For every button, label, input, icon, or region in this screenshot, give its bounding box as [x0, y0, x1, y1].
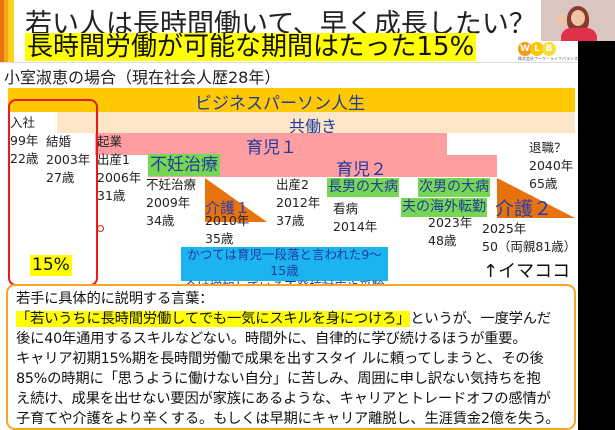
logo-letter-w: W: [518, 42, 532, 56]
business-life-bar: ビジネスパーソン人生: [8, 88, 575, 114]
event-2023: 2023年 48歳: [428, 215, 473, 248]
slide-subtitle-highlight: 長時間労働が可能な期間はたった15%: [25, 32, 477, 62]
husband-transfer-label: 夫の海外転勤: [401, 198, 487, 217]
eldest-son-illness-label: 長男の大病: [327, 178, 399, 197]
logo-letter-l: L: [530, 42, 544, 56]
event-care-2010: 2010年 35歳: [205, 213, 250, 246]
note-line-3: キャリア初期15%期を長時間労働で成果を出すスタイ ルに頼ってしまうと、その後: [16, 351, 544, 367]
accent-stripe-amber: [4, 0, 8, 62]
fertility-treatment-label: 不妊治療: [148, 154, 220, 176]
note-heading: 若手に具体的に説明する言葉：: [16, 291, 214, 307]
explanation-note: 若手に具体的に説明する言葉： 「若いうちに長時間労働してでも一気にスキルを身につ…: [6, 284, 576, 430]
care2-label: 介護２: [495, 198, 553, 220]
accent-stripe-orange: [0, 0, 4, 62]
event-birth1: 出産1 2006年 31歳: [97, 152, 142, 203]
event-join: 入社 99年 22歳: [10, 115, 39, 166]
logo-caption: 株式会社ワーク・ライフバランス: [518, 56, 578, 61]
note-line-1: 「若いうちに長時間労働してでも一気にスキルを身につけろ」というが、一度学んだ: [8, 309, 574, 329]
presentation-slide: 若い人は長時間働いて、早く成長したい？ 長時間労働が可能な期間はたった15% W…: [0, 0, 578, 430]
event-nursing-2014: 看病 2014年: [333, 201, 378, 234]
care2-triangle: [497, 178, 575, 218]
childcare1-bar: 育児１: [95, 133, 447, 158]
event-retire: 退職？ 2040年 65歳: [529, 140, 574, 191]
childcare1-label: 育児１: [246, 138, 297, 158]
childcare-info-box: かつては育児一段落と言われた9～15歳 今は増加している不登校対応や受験期で多忙: [181, 247, 388, 310]
accent-stripe-yellow: [8, 0, 14, 62]
dual-income-label: 共働き: [289, 117, 338, 136]
presenter-hand: [558, 14, 566, 26]
childcare2-label: 育児２: [336, 160, 387, 180]
header-divider: [0, 62, 578, 63]
info-line-1: かつては育児一段落と言われた9～15歳: [187, 247, 382, 278]
event-startup: 起業: [97, 134, 123, 149]
logo-letter-b: B: [542, 42, 556, 56]
percent-15-label: 15%: [30, 255, 72, 276]
second-son-illness-label: 次男の大病: [418, 178, 490, 197]
event-2025: 2025年 50（両親81歳）: [482, 221, 577, 254]
note-line-1-rest: というが、一度学んだ: [410, 311, 551, 327]
presenter-face: [571, 10, 585, 26]
dual-income-bar: 共働き: [57, 112, 575, 136]
event-fertility-2009: 不妊治療 2009年 34歳: [146, 177, 197, 228]
care1-label: 介護１: [205, 199, 251, 217]
note-highlight-quote: 「若いうちに長時間労働してでも一気にスキルを身につけろ」: [16, 311, 411, 327]
childcare2-bar: 育児２: [148, 155, 497, 180]
case-heading: 小室淑恵の場合（現在社会人歴28年）: [4, 68, 281, 87]
event-marriage: 結婚 2003年 27歳: [46, 134, 91, 185]
business-life-label: ビジネスパーソン人生: [195, 94, 365, 114]
presenter-body: [561, 28, 597, 41]
pointer-dot: [97, 225, 104, 232]
event-birth2: 出産2 2012年 37歳: [276, 177, 321, 228]
care1-triangle: [205, 178, 267, 222]
note-line-4: 85%の時期に「思うように働けない自分」に苦しみ、周囲に申し訳ない気持ちを抱: [16, 371, 541, 387]
now-here-marker: ↑イマココ: [483, 261, 571, 282]
presenter-video-thumbnail[interactable]: [541, 0, 615, 41]
note-line-2: 後に40年通用するスキルなどない。時間外に、自律的に学び続けるほうが重要。: [16, 331, 527, 347]
note-line-6: 子育てや介護をより辛くする。もしくは早期にキャリア離脱し、生涯賃金2億を失う。: [16, 411, 560, 427]
note-line-5: え続け、成果を出せない要因が家族にあるような、キャリアとトレードオフの感情が: [16, 391, 551, 407]
